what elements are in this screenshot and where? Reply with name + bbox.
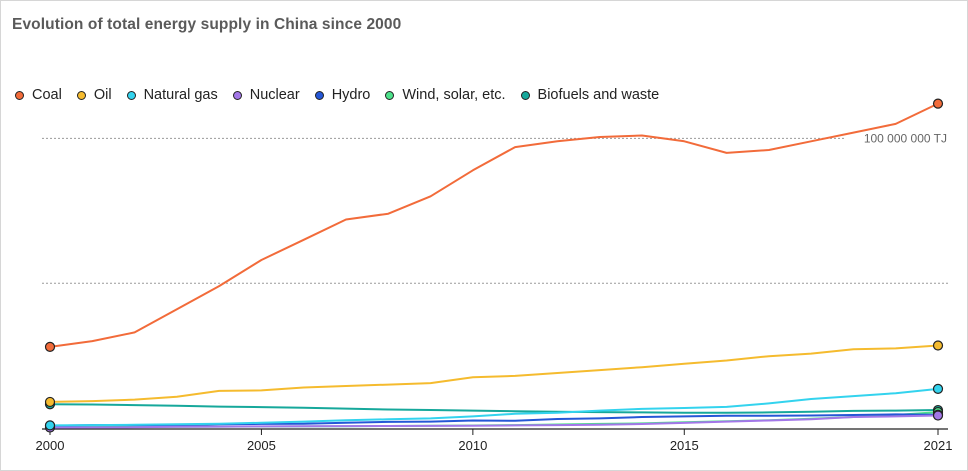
- x-tick-label: 2005: [247, 438, 276, 453]
- series-line-oil: [49, 344, 939, 403]
- x-tick-label: 2015: [670, 438, 699, 453]
- chart-title: Evolution of total energy supply in Chin…: [12, 16, 402, 33]
- gridline-label-bg: [845, 129, 948, 146]
- legend-marker: [15, 90, 24, 100]
- legend-item[interactable]: Wind, solar, etc.: [385, 87, 506, 103]
- legend-item[interactable]: Biofuels and waste: [520, 87, 660, 103]
- legend-label: Wind, solar, etc.: [402, 87, 506, 103]
- gridline-label: 100 000 000 TJ: [864, 131, 947, 145]
- legend-item[interactable]: Hydro: [314, 87, 371, 103]
- legend-marker: [126, 90, 136, 100]
- data-point-end: [932, 410, 944, 421]
- x-tick-label: 2010: [458, 438, 487, 453]
- data-point-start: [44, 420, 56, 431]
- data-point-start: [44, 396, 56, 408]
- legend-item[interactable]: Oil: [76, 87, 112, 103]
- series-line-nuclear: [49, 414, 939, 429]
- chart-legend: Coal Oil Natural gas Nuclear Hydro Wind, sola…: [15, 87, 674, 103]
- legend-marker: [314, 90, 324, 100]
- legend-item[interactable]: Natural gas: [126, 87, 218, 103]
- legend-label: Oil: [93, 87, 112, 103]
- x-tick-label: 2021: [924, 438, 953, 453]
- legend-item[interactable]: Coal: [15, 87, 62, 103]
- data-point-end: [932, 383, 944, 395]
- legend-label: Hydro: [331, 87, 371, 103]
- legend-item[interactable]: Nuclear: [232, 87, 300, 103]
- series-line-natural-gas: [49, 387, 939, 427]
- legend-marker: [232, 90, 242, 100]
- data-point-end: [932, 98, 944, 109]
- legend-label: Nuclear: [249, 87, 300, 103]
- legend-label: Natural gas: [143, 87, 218, 103]
- legend-label: Coal: [32, 87, 62, 103]
- data-point-start: [44, 341, 56, 353]
- x-tick-label: 2000: [36, 438, 65, 453]
- data-point-end: [932, 340, 944, 351]
- series-line-coal: [49, 102, 939, 348]
- series-line-biofuels-and-waste: [49, 403, 939, 414]
- legend-marker: [520, 90, 530, 100]
- legend-marker: [385, 90, 395, 100]
- legend-marker: [76, 90, 86, 100]
- legend-label: Biofuels and waste: [537, 87, 660, 103]
